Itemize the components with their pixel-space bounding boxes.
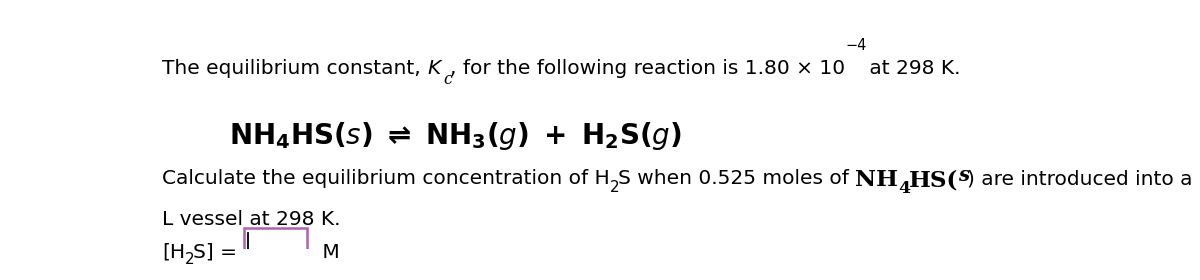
Text: NH: NH <box>856 169 898 192</box>
Text: S] =: S] = <box>193 243 244 262</box>
Text: $K$: $K$ <box>427 59 444 78</box>
Text: The equilibrium constant,: The equilibrium constant, <box>162 59 427 78</box>
Text: at 298 K.: at 298 K. <box>863 59 961 78</box>
Text: L vessel at 298 K.: L vessel at 298 K. <box>162 210 341 229</box>
FancyBboxPatch shape <box>244 228 307 262</box>
Text: s: s <box>958 165 968 185</box>
Text: HS(: HS( <box>908 169 958 192</box>
Text: Calculate the equilibrium concentration of H: Calculate the equilibrium concentration … <box>162 169 610 188</box>
Text: 4: 4 <box>898 180 911 197</box>
Text: , for the following reaction is 1.80 × 10: , for the following reaction is 1.80 × 1… <box>450 59 845 78</box>
Text: $\mathbf{NH_4HS(\mathit{s})\ \rightleftharpoons\ NH_3(\mathit{g})\ +\ H_2S(\math: $\mathbf{NH_4HS(\mathit{s})\ \rightlefth… <box>229 120 682 152</box>
Text: S when 0.525 moles of: S when 0.525 moles of <box>618 169 856 188</box>
Text: M: M <box>317 243 340 262</box>
Text: 2: 2 <box>610 180 619 195</box>
Text: 2: 2 <box>185 252 194 267</box>
Text: −4: −4 <box>845 38 866 53</box>
Text: ) are introduced into a 1.00: ) are introduced into a 1.00 <box>967 169 1200 188</box>
Text: c: c <box>443 71 451 88</box>
Text: [H: [H <box>162 243 185 262</box>
